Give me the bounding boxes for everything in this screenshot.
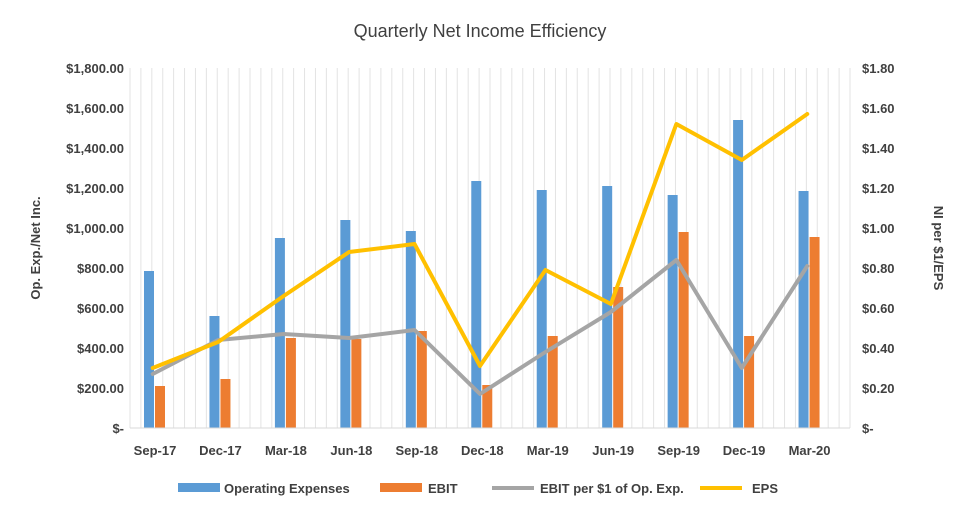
bar-ebit: [482, 385, 493, 428]
x-tick-label: Dec-18: [461, 443, 504, 458]
legend-item: Operating Expenses: [178, 481, 350, 496]
bar-operating-expenses: [733, 120, 744, 428]
legend-label: Operating Expenses: [224, 481, 350, 496]
bar-operating-expenses: [798, 191, 809, 428]
x-tick-label: Sep-18: [395, 443, 438, 458]
left-tick-label: $-: [112, 421, 124, 436]
right-tick-label: $-: [862, 421, 874, 436]
bar-operating-expenses: [602, 186, 613, 428]
right-tick-label: $1.60: [862, 101, 895, 116]
bar-operating-expenses: [144, 271, 154, 428]
bar-ebit: [547, 336, 558, 428]
legend-swatch: [380, 483, 422, 492]
bar-operating-expenses: [471, 181, 482, 428]
bar-operating-expenses: [536, 190, 547, 428]
legend-label: EBIT: [428, 481, 458, 496]
bars: [144, 120, 820, 428]
left-axis-ticks: $- $200.00 $400.00 $600.00 $800.00 $1,000.00 $…: [66, 61, 124, 436]
right-axis-ticks: $- $0.20 $0.40 $0.60 $0.80 $1.00 $1.20 $1.40 $1.…: [862, 61, 895, 436]
bar-operating-expenses: [667, 195, 678, 428]
legend-item: EBIT: [380, 481, 458, 496]
bar-ebit: [744, 336, 755, 428]
bar-operating-expenses: [209, 316, 220, 428]
left-tick-label: $1,400.00: [66, 141, 124, 156]
lines: [150, 112, 810, 396]
x-tick-label: Mar-19: [527, 443, 569, 458]
right-tick-label: $0.60: [862, 301, 895, 316]
right-tick-label: $1.00: [862, 221, 895, 236]
line-eps: [150, 112, 810, 370]
right-tick-label: $0.40: [862, 341, 895, 356]
bar-ebit: [351, 339, 362, 428]
x-tick-label: Jun-19: [592, 443, 634, 458]
legend-swatch: [178, 483, 220, 492]
bar-ebit: [678, 232, 689, 428]
x-axis-ticks: Sep-17 Dec-17 Mar-18 Jun-18 Sep-18 Dec-18 Mar-…: [134, 443, 831, 458]
left-tick-label: $1,000.00: [66, 221, 124, 236]
x-tick-label: Mar-18: [265, 443, 307, 458]
x-tick-label: Jun-18: [330, 443, 372, 458]
x-tick-label: Dec-19: [723, 443, 766, 458]
left-tick-label: $200.00: [77, 381, 124, 396]
right-axis-title: NI per $1/EPS: [931, 206, 946, 291]
bar-ebit: [220, 379, 231, 428]
left-tick-label: $800.00: [77, 261, 124, 276]
left-tick-label: $1,600.00: [66, 101, 124, 116]
legend-item: EBIT per $1 of Op. Exp.: [492, 481, 684, 496]
legend: Operating Expenses EBIT EBIT per $1 of Op.…: [178, 481, 778, 496]
right-tick-label: $0.80: [862, 261, 895, 276]
bar-ebit: [809, 237, 820, 428]
x-tick-label: Sep-17: [134, 443, 177, 458]
right-tick-label: $0.20: [862, 381, 895, 396]
left-tick-label: $1,200.00: [66, 181, 124, 196]
legend-label: EPS: [752, 481, 778, 496]
left-tick-label: $600.00: [77, 301, 124, 316]
bar-operating-expenses: [340, 220, 351, 428]
x-tick-label: Sep-19: [657, 443, 700, 458]
x-tick-label: Dec-17: [199, 443, 242, 458]
left-tick-label: $1,800.00: [66, 61, 124, 76]
left-axis-title: Op. Exp./Net Inc.: [28, 196, 43, 299]
bar-ebit: [416, 331, 427, 428]
bar-ebit: [613, 287, 624, 428]
line-ebit-per-dollar: [150, 258, 810, 396]
legend-label: EBIT per $1 of Op. Exp.: [540, 481, 684, 496]
x-tick-label: Mar-20: [789, 443, 831, 458]
bar-ebit: [155, 386, 165, 428]
right-tick-label: $1.40: [862, 141, 895, 156]
right-tick-label: $1.80: [862, 61, 895, 76]
legend-item: EPS: [700, 481, 778, 496]
left-tick-label: $400.00: [77, 341, 124, 356]
bar-ebit: [285, 338, 296, 428]
chart-title: Quarterly Net Income Efficiency: [354, 21, 607, 41]
right-tick-label: $1.20: [862, 181, 895, 196]
